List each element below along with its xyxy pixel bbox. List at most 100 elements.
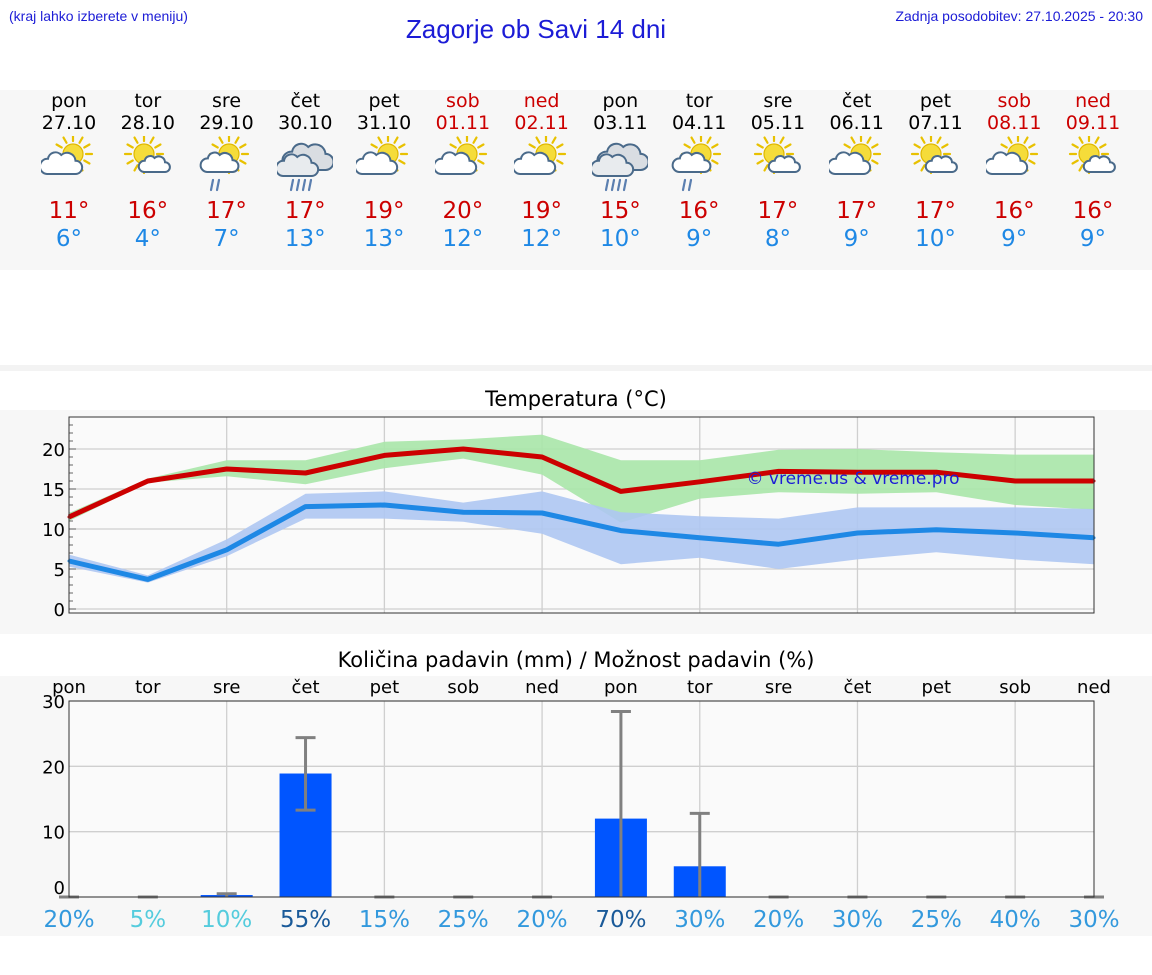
precip-probability: 40% (990, 907, 1041, 933)
precipitation-chart-panel: 0 10 20 30 pon tor sre čet pet sob ned pon tor sre čet… (0, 676, 1152, 936)
max-temp-point (777, 469, 781, 473)
max-temp-point (461, 447, 465, 451)
y-tick-label: 20 (42, 757, 65, 778)
max-temp-range-band (69, 434, 1094, 523)
day-date: 05.11 (750, 112, 806, 134)
min-temperature: 9° (1001, 226, 1028, 252)
last-update-label: Zadnja posodobitev: 27.10.2025 - 20:30 (895, 8, 1143, 24)
min-temp-point (461, 510, 465, 514)
x-tick-label: čet (292, 677, 320, 698)
max-temp-point (540, 455, 544, 459)
partly-cloudy-icon (513, 136, 566, 175)
day-date: 29.10 (199, 112, 254, 134)
day-name: tor (134, 90, 162, 112)
min-temperature: 13° (284, 226, 326, 252)
min-temperature: 9° (1079, 226, 1107, 252)
max-temperature: 16° (678, 198, 720, 224)
partly-cloudy-icon (356, 136, 409, 175)
precip-probability: 20% (517, 907, 568, 933)
min-temp-point (304, 505, 308, 509)
min-temp-point (225, 548, 229, 552)
max-temperature: 17° (915, 198, 956, 224)
day-name: čet (290, 90, 321, 112)
precip-probability: 55% (280, 907, 331, 933)
min-temp-line (68, 502, 1095, 582)
day-name: čet (841, 90, 872, 112)
precip-probability: 30% (832, 907, 883, 933)
day-column: sob 01.11 (423, 90, 503, 192)
day-column: sre 29.10 (187, 90, 267, 192)
page-title: Zagorje ob Savi 14 dni (405, 14, 667, 44)
day-date: 04.11 (671, 112, 727, 134)
temperature-chart-title: Temperatura (°C) (485, 387, 667, 411)
day-date: 08.11 (987, 112, 1042, 134)
max-temperature: 16° (127, 198, 169, 224)
max-temperature: 17° (836, 198, 878, 224)
min-temperature: 4° (134, 226, 161, 252)
x-tick-label: sre (213, 677, 240, 698)
partly-cloudy-icon (828, 136, 881, 175)
temperature-chart-panel: 0 5 10 15 20 © vreme.us & vreme.pro (0, 410, 1152, 634)
x-tick-label: tor (687, 677, 713, 698)
x-tick-label: pon (604, 677, 638, 698)
day-name: ned (1075, 90, 1111, 112)
max-temp-point (225, 467, 229, 471)
x-tick-label: sre (765, 677, 792, 698)
min-temp-point (698, 536, 702, 540)
max-temperature: 16° (1072, 198, 1114, 224)
sun-cloud-rain-icon (199, 136, 249, 192)
min-temperature: 8° (764, 226, 791, 252)
day-name: pon (51, 90, 87, 112)
daily-forecast-strip (0, 90, 1152, 270)
max-temperature: 20° (442, 198, 484, 224)
day-date: 03.11 (593, 112, 648, 134)
max-temp-point (698, 480, 702, 484)
x-tick-label: pet (922, 677, 952, 698)
x-tick-label: pet (370, 677, 400, 698)
precip-probability: 20% (43, 907, 94, 933)
day-name: sob (446, 90, 480, 112)
mostly-sunny-icon (753, 136, 801, 175)
day-date: 07.11 (908, 112, 963, 134)
day-column: čet 06.11 (817, 90, 897, 192)
max-temperature: 17° (284, 198, 326, 224)
min-temperature: 12° (442, 226, 484, 252)
max-temperature: 17° (206, 198, 247, 224)
max-temp-point (146, 479, 150, 483)
divider (0, 365, 1152, 371)
precip-probability: 25% (911, 907, 962, 933)
min-temp-point (382, 503, 386, 507)
min-temp-range-band (69, 491, 1094, 583)
y-tick-label: 10 (42, 520, 65, 541)
day-name: sre (763, 90, 793, 112)
precip-probability: 10% (201, 907, 252, 933)
day-column: ned 02.11 (502, 90, 582, 192)
max-temp-point (934, 470, 938, 474)
max-temp-point (304, 471, 308, 475)
min-temp-point (934, 528, 938, 532)
day-date: 09.11 (1065, 112, 1121, 134)
day-column: tor 04.11 (659, 90, 739, 192)
day-date: 27.10 (41, 112, 97, 134)
min-temperature: 12° (521, 226, 562, 252)
day-name: tor (685, 90, 713, 112)
max-temp-point (619, 489, 623, 493)
plot-frame (68, 416, 1095, 614)
mostly-sunny-icon (1068, 136, 1116, 175)
mostly-sunny-icon (911, 136, 959, 175)
day-name: ned (523, 90, 560, 112)
max-temperature: 15° (599, 198, 641, 224)
day-column: ned 09.11 (1053, 90, 1133, 192)
day-name: sob (997, 90, 1032, 112)
max-temperature: 19° (363, 198, 405, 224)
cloudy-rain-icon (592, 142, 649, 192)
sun-cloud-rain-icon (671, 136, 722, 192)
x-tick-label: ned (525, 677, 559, 698)
day-date: 30.10 (278, 112, 333, 134)
location-menu-hint: (kraj lahko izberete v meniju) (9, 8, 188, 24)
precip-probability: 25% (438, 907, 489, 933)
min-temp-point (619, 529, 623, 533)
day-date: 31.10 (356, 112, 412, 134)
precip-probability: 30% (1068, 907, 1119, 933)
